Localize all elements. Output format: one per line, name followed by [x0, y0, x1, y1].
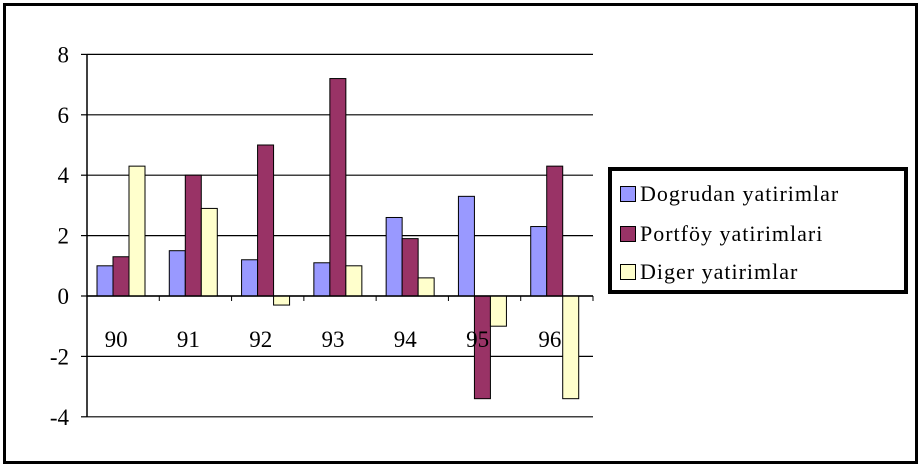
legend-swatch	[620, 264, 636, 280]
legend-label: Dogrudan yatirimlar	[640, 181, 840, 206]
legend-label: Diger yatirimlar	[640, 259, 799, 284]
legend-item-diger: Diger yatirimlar	[620, 257, 798, 287]
legend-swatch	[620, 186, 636, 202]
bar-dogrudan-96	[530, 226, 548, 297]
y-tick-label: -4	[50, 405, 70, 430]
legend-item-portfoy: Portföy yatirimlari	[620, 219, 823, 249]
bar-dogrudan-94	[385, 216, 403, 297]
y-tick-label: 6	[58, 103, 70, 128]
legend-swatch	[620, 226, 636, 242]
axes	[81, 53, 594, 418]
tick-labels: 8 6 4 2 0 -2 -4 90 91 92 93 94 95 96	[50, 42, 562, 429]
bar-diger-95	[489, 295, 507, 327]
legend-item-dogrudan: Dogrudan yatirimlar	[620, 179, 839, 209]
bar-dogrudan-92	[241, 259, 259, 297]
bar-dogrudan-90	[96, 265, 114, 297]
y-tick-label: 4	[58, 163, 70, 188]
y-tick-label: -2	[50, 344, 69, 369]
y-tick-label: 8	[58, 42, 70, 67]
bar-portföy-93	[329, 78, 347, 297]
bar-dogrudan-93	[313, 262, 331, 297]
bar-diger-90	[128, 165, 146, 297]
bar-diger-92	[273, 295, 291, 306]
x-tick-label: 90	[105, 327, 128, 352]
bar-diger-91	[200, 207, 218, 297]
x-tick-label: 95	[466, 327, 489, 352]
bar-portföy-96	[546, 165, 564, 297]
bars	[96, 78, 580, 400]
y-tick-label: 2	[58, 224, 70, 249]
x-tick-label: 92	[249, 327, 272, 352]
x-tick-label: 96	[538, 327, 561, 352]
bar-diger-93	[345, 265, 363, 297]
bar-diger-94	[417, 277, 435, 297]
legend: Dogrudan yatirimlar Portföy yatirimlari …	[608, 167, 908, 294]
y-tick-label: 0	[58, 284, 70, 309]
x-tick-label: 94	[394, 327, 418, 352]
bar-portföy-90	[112, 256, 130, 297]
legend-label: Portföy yatirimlari	[640, 221, 824, 246]
bar-dogrudan-95	[457, 195, 475, 297]
x-tick-label: 93	[322, 327, 345, 352]
bar-portföy-92	[257, 144, 275, 297]
bar-dogrudan-91	[168, 250, 186, 297]
bar-portföy-94	[401, 238, 419, 297]
bar-portföy-91	[184, 174, 202, 297]
bar-diger-96	[562, 295, 580, 400]
x-tick-label: 91	[177, 327, 200, 352]
